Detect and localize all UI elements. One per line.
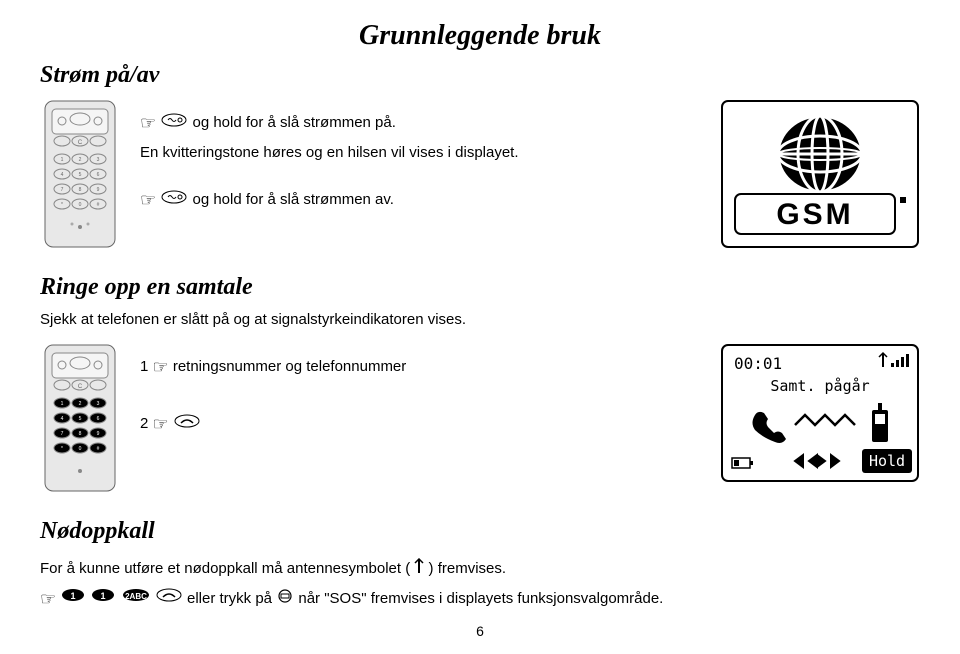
hand-icon: ☞: [153, 408, 169, 440]
svg-text:1: 1: [61, 157, 64, 163]
section2-sub: Sjekk at telefonen er slått på og at sig…: [40, 311, 920, 328]
softkey-icon: [276, 585, 294, 612]
svg-text:3: 3: [97, 157, 100, 163]
svg-text:6: 6: [97, 172, 100, 178]
svg-text:C: C: [78, 140, 83, 146]
hand-icon: ☞: [40, 583, 56, 615]
remote-icon-2: C 1 2 3 4 5 6 7 8 9 * 0 #: [40, 343, 120, 498]
line1b: ) fremvises.: [429, 560, 507, 577]
section1-text: ☞ og hold for å slå strømmen på. En kvit…: [140, 99, 700, 217]
svg-text:0: 0: [79, 446, 82, 452]
svg-text:1: 1: [61, 401, 64, 407]
svg-text:0: 0: [79, 202, 82, 208]
section2: Ringe opp en samtale Sjekk at telefonen …: [40, 274, 920, 498]
section3: Nødoppkall For å kunne utføre et nødoppk…: [40, 518, 920, 615]
svg-text:2: 2: [79, 157, 82, 163]
svg-text:3: 3: [97, 401, 100, 407]
line2-mid: eller trykk på: [187, 590, 276, 607]
svg-text:7: 7: [61, 187, 64, 193]
line1a: For å kunne utføre et nødoppkall må ante…: [40, 560, 410, 577]
svg-text:2ABC: 2ABC: [125, 592, 147, 601]
power-key-icon: [160, 110, 188, 137]
remote-icon-1: C 1 2 3 4 5 6 7 8 9 * 0 #: [40, 99, 120, 254]
section3-heading: Nødoppkall: [40, 518, 920, 545]
power-key-icon: [160, 187, 188, 214]
section1-row: C 1 2 3 4 5 6 7 8 9 * 0 # ☞: [40, 99, 920, 254]
svg-text:7: 7: [61, 431, 64, 437]
svg-text:5: 5: [79, 416, 82, 422]
key-1-icon: 1: [90, 585, 116, 612]
section1-heading: Strøm på/av: [40, 62, 920, 89]
gsm-logo-panel: GSM: [720, 99, 920, 254]
svg-text:8: 8: [79, 187, 82, 193]
phone-screen-panel: 00:01 Samt. pågår: [720, 343, 920, 488]
section2-heading: Ringe opp en samtale: [40, 274, 920, 301]
call-key-icon: [173, 411, 201, 438]
gsm-text: GSM: [776, 198, 853, 231]
screen-status: Samt. pågår: [770, 377, 869, 395]
step1-num: 1: [140, 358, 148, 375]
svg-text:2: 2: [79, 401, 82, 407]
section1-line2: En kvitteringstone høres og en hilsen vi…: [140, 139, 700, 166]
step2: 2 ☞: [140, 408, 700, 440]
svg-text:#: #: [97, 202, 100, 208]
section2-row: C 1 2 3 4 5 6 7 8 9 * 0 #: [40, 343, 920, 498]
svg-text:9: 9: [97, 431, 100, 437]
svg-text:4: 4: [61, 416, 64, 422]
hand-icon: ☞: [140, 107, 156, 139]
hand-icon: ☞: [140, 184, 156, 216]
section3-line1: For å kunne utføre et nødoppkall må ante…: [40, 555, 920, 583]
svg-text:5: 5: [79, 172, 82, 178]
step2-num: 2: [140, 416, 148, 433]
step1: 1 ☞ retningsnummer og telefonnummer: [140, 351, 700, 383]
svg-text:*: *: [61, 202, 63, 208]
svg-text:1: 1: [101, 591, 106, 601]
svg-text:C: C: [78, 384, 83, 390]
section1-line1: ☞ og hold for å slå strømmen på.: [140, 107, 700, 139]
section1-line3: ☞ og hold for å slå strømmen av.: [140, 184, 700, 216]
line1-text: og hold for å slå strømmen på.: [192, 114, 395, 131]
svg-text:4: 4: [61, 172, 64, 178]
svg-text:*: *: [61, 446, 63, 452]
section2-text: 1 ☞ retningsnummer og telefonnummer 2 ☞: [140, 343, 700, 441]
line3-text: og hold for å slå strømmen av.: [192, 192, 393, 209]
key-2-icon: 2ABC: [121, 585, 151, 612]
page-title: Grunnleggende bruk: [40, 20, 920, 52]
key-1-icon: 1: [60, 585, 86, 612]
step1-text: retningsnummer og telefonnummer: [173, 358, 406, 375]
hand-icon: ☞: [153, 351, 169, 383]
call-key-icon: [155, 585, 183, 612]
svg-text:9: 9: [97, 187, 100, 193]
section3-line2: ☞ 1 1 2ABC eller trykk på når "SOS" frem…: [40, 583, 920, 615]
svg-text:8: 8: [79, 431, 82, 437]
svg-text:6: 6: [97, 416, 100, 422]
svg-text:1: 1: [71, 591, 76, 601]
page-number: 6: [476, 623, 484, 639]
svg-text:#: #: [97, 446, 100, 452]
antenna-icon: [414, 556, 424, 583]
line2-end: når "SOS" fremvises i displayets funksjo…: [298, 590, 663, 607]
screen-time: 00:01: [734, 354, 782, 373]
screen-softkey: Hold: [869, 452, 905, 470]
